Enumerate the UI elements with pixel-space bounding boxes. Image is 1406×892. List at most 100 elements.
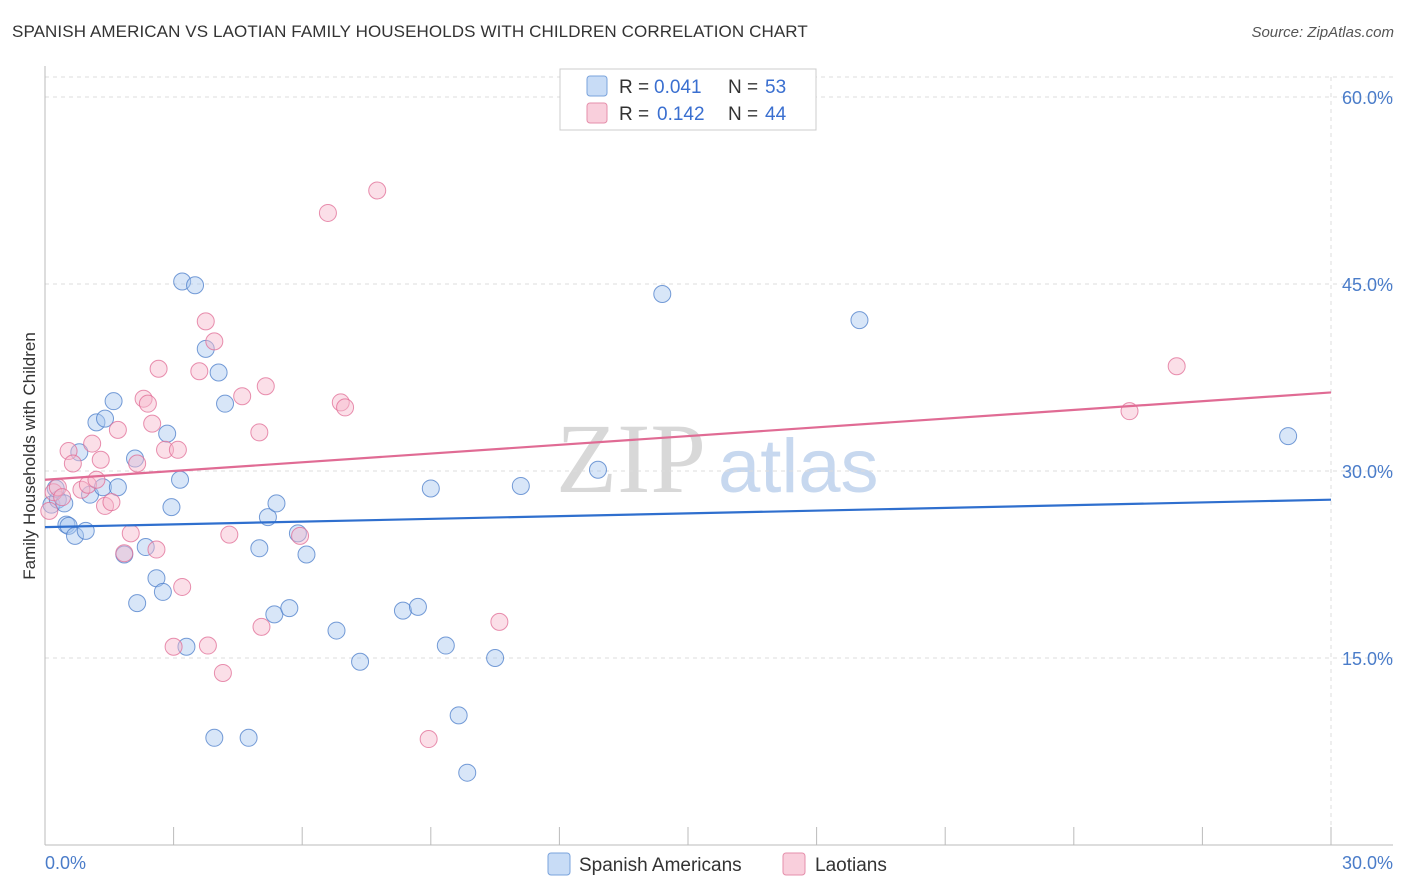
- laotian-point: [128, 454, 147, 473]
- legend-swatch-pink: [586, 102, 608, 124]
- legend-n-label-1: N =: [728, 104, 758, 125]
- trend-lines: [44, 391, 1332, 529]
- laotian-point: [252, 617, 271, 636]
- laotian-point: [190, 362, 209, 381]
- spanish-american-point: [209, 363, 228, 382]
- laotian-point: [108, 420, 127, 439]
- spanish-american-point: [239, 728, 258, 747]
- legend-n-value-1: 44: [765, 104, 787, 125]
- y-tick-label: 30.0%: [1342, 462, 1393, 482]
- spanish-american-point: [162, 498, 181, 517]
- legend-r-label-1: R =: [619, 104, 649, 125]
- laotian-point: [198, 636, 217, 655]
- spanish-american-point: [436, 636, 455, 655]
- watermark-atlas: atlas: [718, 424, 879, 509]
- spanish-american-point: [153, 582, 172, 601]
- legend-r-label-0: R =: [619, 77, 649, 98]
- y-axis-title: Family Households with Children: [20, 332, 39, 580]
- spanish-american-point: [408, 597, 427, 616]
- legend-n-value-0: 53: [765, 77, 786, 98]
- spanish-american-point: [653, 284, 672, 303]
- spanish-american-point: [171, 470, 190, 489]
- laotian-point: [196, 312, 215, 331]
- spanish-american-point: [205, 728, 224, 747]
- laotian-point: [164, 637, 183, 656]
- legend-swatch-blue: [586, 75, 608, 97]
- spanish-american-point: [104, 392, 123, 411]
- bottom-legend-swatch-blue: [547, 852, 571, 876]
- spanish-american-point: [267, 494, 286, 513]
- spanish-american-point: [327, 621, 346, 640]
- spanish-american-point: [421, 479, 440, 498]
- spanish-american-point: [265, 605, 284, 624]
- laotian-point: [53, 488, 72, 507]
- tick-labels: 15.0% 30.0% 45.0% 60.0% 0.0% 30.0%: [45, 88, 1393, 873]
- watermark-zip: ZIP: [556, 403, 706, 514]
- laotian-point: [318, 203, 337, 222]
- laotian-point: [490, 612, 509, 631]
- laotian-point: [115, 544, 134, 563]
- laotian-point: [250, 423, 269, 442]
- laotian-point: [173, 577, 192, 596]
- laotian-point: [149, 359, 168, 378]
- laotian-point: [156, 440, 175, 459]
- bottom-legend-swatch-pink: [782, 852, 806, 876]
- spanish-american-point: [136, 538, 155, 557]
- laotian-point: [138, 394, 157, 413]
- bottom-legend-label-0: Spanish Americans: [579, 855, 742, 876]
- laotian-point: [121, 524, 140, 543]
- x-tick-label: 30.0%: [1342, 853, 1393, 873]
- spanish-american-point: [96, 409, 115, 428]
- spanish-american-point: [76, 521, 95, 540]
- laotian-point: [102, 493, 121, 512]
- spanish-american-point: [158, 424, 177, 443]
- spanish-american-point: [93, 478, 112, 497]
- laotian-point: [220, 525, 239, 544]
- laotian-point: [336, 398, 355, 417]
- spanish-american-point: [449, 706, 468, 725]
- bottom-legend: Spanish Americans Laotians: [547, 852, 887, 876]
- data-points: [40, 181, 1298, 782]
- spanish-american-point: [128, 594, 147, 613]
- laotian-point: [83, 434, 102, 453]
- spanish-american-point: [393, 601, 412, 620]
- spanish-american-point: [850, 311, 869, 330]
- laotian-point: [1167, 357, 1186, 376]
- laotian-point: [40, 501, 59, 520]
- laotian-point: [213, 663, 232, 682]
- laotian-point: [233, 387, 252, 406]
- spanish-american-point: [486, 649, 505, 667]
- top-legend: R = 0.041 N = 53 R = 0.142 N = 44: [559, 68, 817, 131]
- chart-title: SPANISH AMERICAN VS LAOTIAN FAMILY HOUSE…: [12, 22, 808, 41]
- laotian-point: [87, 470, 106, 489]
- spanish-american-point: [297, 545, 316, 564]
- legend-r-value-1: 0.142: [657, 104, 705, 125]
- spanish-american-point: [216, 394, 235, 413]
- laotian-point: [368, 181, 387, 200]
- laotian-point: [291, 526, 310, 545]
- laotian-point: [205, 332, 224, 351]
- laotian-point: [256, 377, 275, 396]
- spanish-american-point: [186, 276, 205, 295]
- legend-n-label-0: N =: [728, 77, 758, 98]
- spanish-american-point: [588, 460, 607, 479]
- spanish-american-point: [458, 763, 477, 782]
- spanish-american-point: [288, 524, 307, 543]
- y-tick-label: 15.0%: [1342, 649, 1393, 669]
- laotian-point: [63, 454, 82, 473]
- spanish-american-point: [87, 413, 106, 432]
- laotian-point: [143, 414, 162, 433]
- spanish-american-point: [511, 476, 530, 495]
- x-tick-label: 0.0%: [45, 853, 86, 873]
- spanish-american-point: [250, 539, 269, 558]
- laotian-point: [91, 450, 110, 469]
- legend-r-value-0: 0.041: [654, 77, 702, 98]
- spanish-american-point: [351, 652, 370, 671]
- y-tick-label: 45.0%: [1342, 275, 1393, 295]
- spanish-american-point: [1279, 427, 1298, 446]
- spanish-american-point: [280, 599, 299, 618]
- source-label: Source: ZipAtlas.com: [1251, 24, 1394, 41]
- laotian-point: [147, 540, 166, 559]
- spanish-american-point: [108, 478, 127, 497]
